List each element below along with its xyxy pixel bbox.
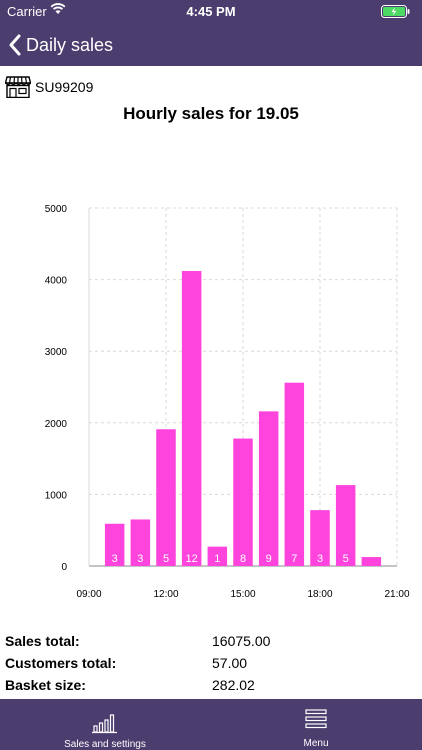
bar [284,382,305,566]
bar [207,546,228,566]
basket-size-label: Basket size: [5,677,86,693]
bar-data-label: 8 [240,553,246,565]
store-id: SU99209 [35,79,94,95]
bar-data-label: 9 [266,553,272,565]
bar-data-label: 7 [291,553,297,565]
y-tick-label: 4000 [45,276,68,287]
bar [181,271,202,566]
carrier-label: Carrier [7,4,47,19]
bar-data-label: 1 [214,553,220,565]
status-bar: Carrier 4:45 PM [0,0,422,22]
x-tick-label: 21:00 [384,589,409,600]
customers-total-label: Customers total: [5,655,117,671]
bar [130,519,151,566]
bar [258,411,279,566]
bar [310,510,330,566]
sales-total-value: 16075.00 [212,633,271,649]
hourly-sales-chart: 0 1000 2000 3000 4000 5000 09:00 12:00 15:00 18:0… [45,204,410,600]
tab-menu[interactable]: Menu [276,699,356,750]
bar [156,429,176,566]
navigation-bar: Daily sales [0,26,422,62]
bar [361,557,382,566]
bar-data-label: 3 [112,553,118,565]
basket-size-value: 282.02 [212,677,255,693]
sales-summary: Sales total: 16075.00 Customers total: 5… [5,630,415,696]
x-tick-label: 12:00 [153,589,178,600]
bar-data-label: 3 [137,553,143,565]
y-tick-label: 5000 [45,204,68,215]
bar-data-label: 12 [186,553,198,565]
back-button[interactable]: Daily sales [8,30,118,60]
customers-total-row: Customers total: 57.00 [5,652,415,674]
tab-menu-label: Menu [303,738,329,749]
y-tick-label: 2000 [45,419,68,430]
status-time: 4:45 PM [186,4,236,19]
menu-icon [305,709,327,729]
x-tick-label: 09:00 [76,589,101,600]
bar-data-label: 3 [317,553,323,565]
store-icon [5,76,31,98]
back-button-label: Daily sales [26,34,114,55]
tab-sales-and-settings[interactable]: Sales and settings [50,699,160,750]
x-tick-label: 15:00 [230,589,255,600]
sales-total-label: Sales total: [5,633,80,649]
sales-total-row: Sales total: 16075.00 [5,630,415,652]
bar-data-label: 5 [343,553,349,565]
chart-title: Hourly sales for 19.05 [123,104,299,123]
y-tick-label: 0 [61,562,67,573]
customers-total-value: 57.00 [212,655,248,671]
battery-icon [381,5,413,18]
bar [233,438,253,566]
y-tick-label: 1000 [45,490,68,501]
y-tick-label: 3000 [45,347,68,358]
bar [335,485,356,566]
chevron-left-icon [9,34,21,56]
store-info: SU99209 [5,76,93,98]
tab-sales-label: Sales and settings [64,739,146,750]
bar-chart-icon [92,714,117,734]
x-tick-label: 18:00 [307,589,332,600]
top-bar: Carrier 4:45 PM Daily sales [0,0,422,66]
bar-data-label: 5 [163,553,169,565]
tab-bar: Sales and settings Menu [0,699,422,750]
basket-size-row: Basket size: 282.02 [5,674,415,696]
bar [104,523,125,566]
wifi-icon [50,3,66,18]
